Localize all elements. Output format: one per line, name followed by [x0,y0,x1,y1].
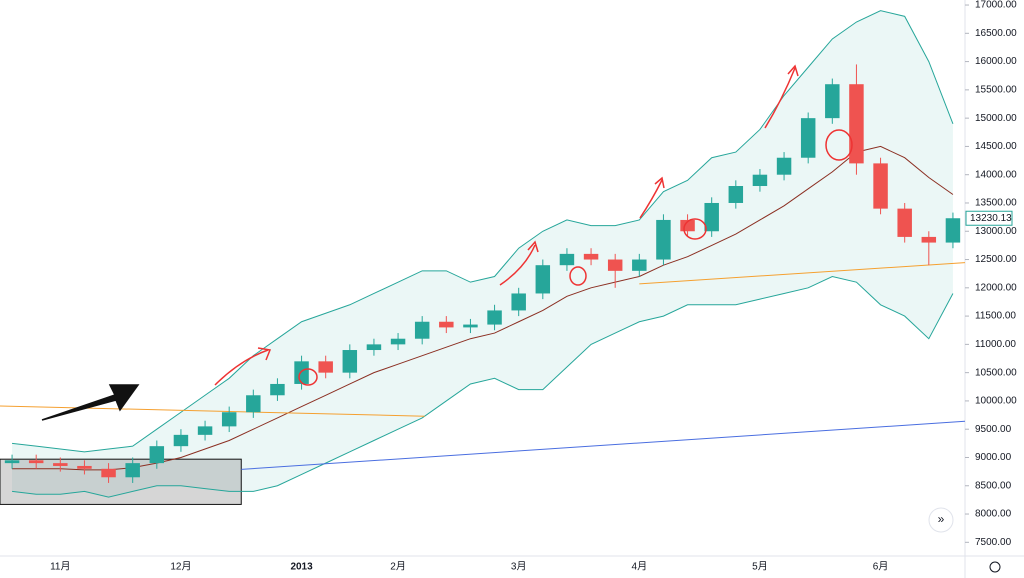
candle-body [511,293,526,311]
band-fill [12,10,953,498]
trend-line [639,262,966,285]
trend-line [0,405,425,417]
candle-body [632,259,647,271]
candle-body [294,361,309,384]
candle-body [318,361,333,373]
candle-body [776,157,792,175]
y-tick-label: 11000.00 [975,339,1016,350]
x-tick-label: 12月 [170,561,191,573]
candle-body [583,253,599,260]
candle-body [414,321,430,339]
candle-body [221,412,237,427]
y-tick-label: 13500.00 [975,198,1017,209]
y-tick-label: 11500.00 [975,311,1016,322]
y-tick-label: 10000.00 [975,396,1017,407]
candle-body [149,446,165,464]
y-tick-label: 14000.00 [975,169,1017,180]
y-tick-label: 15000.00 [975,113,1017,124]
band-line [12,145,954,471]
y-tick-label: 7500.00 [975,537,1012,548]
candle-body [752,174,768,187]
candle-body [535,265,551,294]
candle-body [849,84,864,164]
box-drawing [0,458,242,505]
candle-body [342,350,358,373]
x-tick-label: 2013 [290,562,313,573]
x-tick-label: 3月 [511,561,527,573]
drawings [41,64,853,421]
last-price-label: 13230.13 [970,213,1012,224]
x-tick-label: 5月 [752,561,768,573]
candle-body [680,219,695,232]
x-tick-label: 2月 [390,561,406,573]
settings-icon[interactable] [989,561,1001,573]
y-tick-label: 17000.00 [975,0,1017,11]
plot [0,10,966,505]
band-line [12,275,954,498]
candle-body [53,463,68,466]
candle-body [728,186,744,203]
candle-body [197,426,213,435]
candle-body [270,383,285,396]
y-tick-label: 15500.00 [975,85,1017,96]
candle-body [607,259,623,271]
x-tick-label: 6月 [873,561,889,573]
candle-body [101,468,116,478]
candle-body [704,202,719,232]
y-tick-label: 13000.00 [975,226,1017,237]
y-tick-label: 16500.00 [975,28,1017,39]
candle-body [800,118,816,158]
candle-body [945,218,961,243]
candle-body [439,321,454,328]
candle-body [825,84,840,119]
y-tick-label: 16000.00 [975,56,1017,67]
y-tick-label: 12000.00 [975,282,1017,293]
band-line [12,10,954,453]
y-tick-label: 10500.00 [975,367,1017,378]
y-tick-label: 14500.00 [975,141,1017,152]
candle-body [4,460,20,464]
scroll-button[interactable]: » [928,507,954,533]
candle-body [366,344,382,351]
y-tick-label: 8500.00 [975,480,1012,491]
svg-text:»: » [938,512,945,526]
y-tick-label: 9000.00 [975,452,1012,463]
y-tick-label: 9500.00 [975,424,1012,435]
candle-body [656,219,671,260]
candle-body [487,310,502,325]
candle-body [921,236,937,243]
y-tick-label: 12500.00 [975,254,1017,265]
candle-body [897,208,912,237]
candle-body [559,253,575,266]
y-tick-label: 8000.00 [975,509,1012,520]
last-price-tag [965,210,1013,226]
candle-body [390,338,406,345]
candle-body [246,395,261,413]
candle-body [77,465,92,469]
x-tick-label: 11月 [50,561,70,573]
x-tick-label: 4月 [632,561,648,573]
candle-body [873,163,888,209]
candle-body [463,324,478,328]
candle-body [173,434,189,447]
candle-body [28,460,44,464]
trend-line [241,420,966,470]
candle-body [125,463,140,478]
